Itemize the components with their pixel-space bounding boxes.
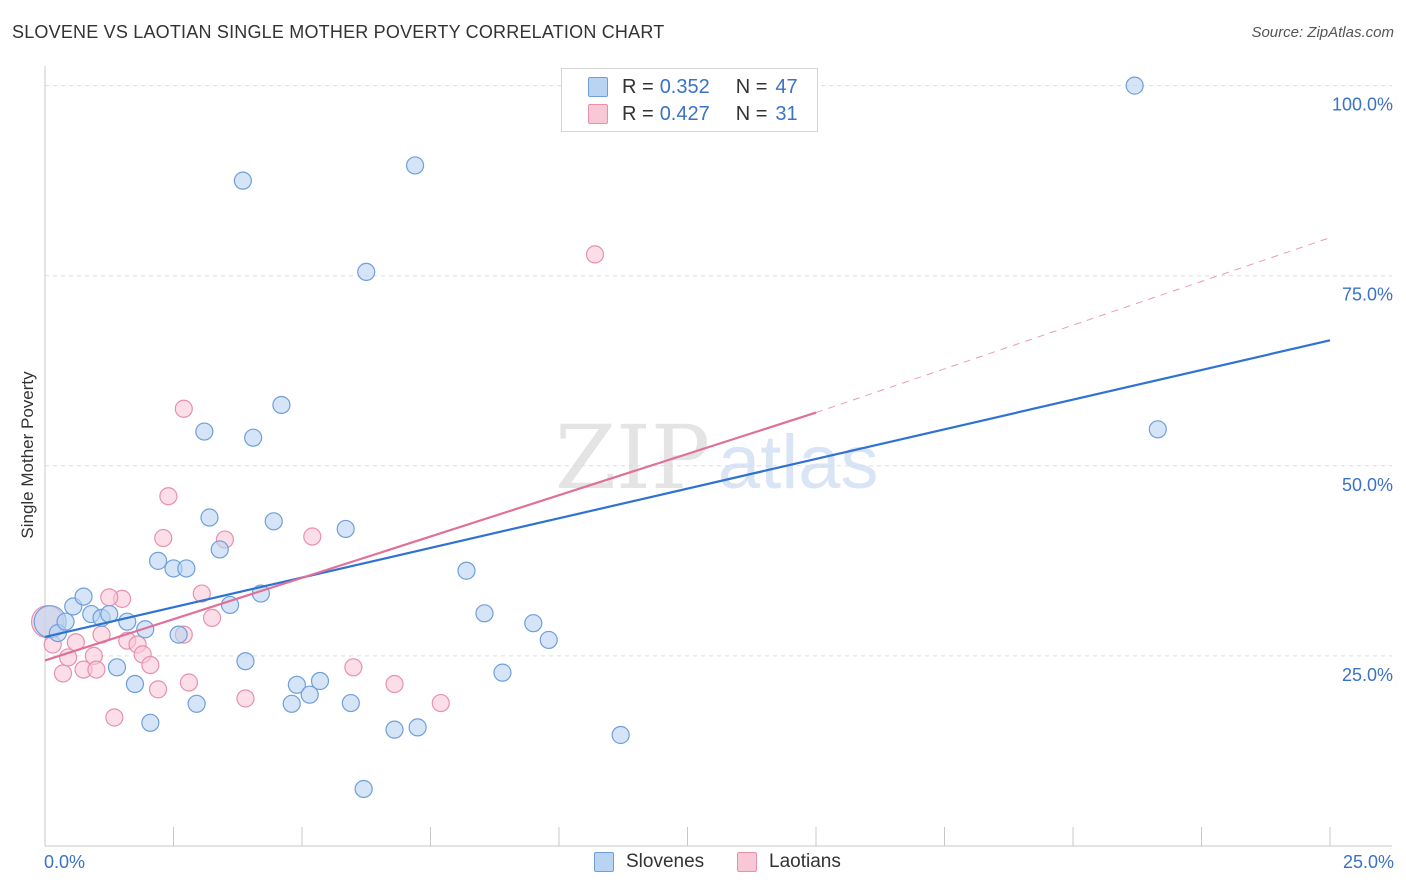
- laotians-legend-label: Laotians: [769, 851, 841, 872]
- laotians-legend-swatch: [737, 852, 757, 872]
- laotian-point: [154, 528, 173, 548]
- legend-item-slovenes: Slovenes: [594, 851, 704, 873]
- slovene-point: [310, 671, 330, 691]
- slovene-point: [141, 713, 160, 732]
- laotian-point: [585, 245, 605, 264]
- laotian-point: [87, 660, 106, 679]
- legend-item-laotians: Laotians: [737, 851, 841, 873]
- legend-row-laotians: R = 0.427 N = 31: [588, 102, 798, 126]
- slovene-point: [210, 540, 229, 559]
- legend-n-value: 31: [775, 102, 798, 125]
- laotians-swatch: [588, 104, 608, 124]
- legend-n-label: N =: [735, 102, 768, 125]
- slovene-point: [336, 519, 355, 539]
- y-axis-label: Single Mother Poverty: [18, 371, 37, 539]
- slovene-point: [195, 422, 214, 441]
- laotian-point: [236, 689, 255, 708]
- laotian-point: [202, 608, 222, 627]
- slovene-point: [264, 512, 283, 531]
- y-tick-label: 100.0%: [1332, 95, 1393, 115]
- slovene-point: [56, 612, 75, 631]
- slovenes-legend-label: Slovenes: [626, 851, 705, 872]
- y-tick-label: 75.0%: [1342, 285, 1393, 305]
- slovene-point: [74, 587, 93, 606]
- watermark-zip: ZIP: [555, 406, 710, 509]
- slovenes-legend-swatch: [594, 852, 614, 872]
- laotian-point: [174, 399, 193, 418]
- grid-lines: [45, 85, 1392, 657]
- laotian-point: [431, 693, 450, 713]
- x-tick-max: 25.0%: [1342, 852, 1394, 872]
- slovene-point: [611, 725, 630, 745]
- x-tick-min: 0.0%: [44, 852, 86, 872]
- laotian-point: [179, 673, 199, 692]
- slovene-point: [357, 262, 376, 282]
- legend-n-label: N =: [735, 75, 768, 98]
- slovene-point: [475, 604, 494, 623]
- laotians-points: [30, 245, 605, 727]
- laotian-point: [53, 664, 73, 683]
- legend-r-label: R =: [622, 102, 654, 125]
- slovene-point: [354, 779, 373, 799]
- slovenes-trend-line: [44, 339, 1331, 638]
- y-tick-labels: 25.0% 50.0% 75.0% 100.0%: [1332, 95, 1393, 685]
- y-tick-label: 50.0%: [1342, 475, 1393, 495]
- slovene-point: [282, 694, 301, 713]
- slovene-point: [107, 658, 127, 677]
- slovene-point: [200, 508, 219, 527]
- laotian-point: [344, 658, 363, 677]
- slovene-point: [1148, 420, 1167, 439]
- slovene-point: [341, 693, 360, 713]
- laotian-point: [192, 584, 211, 603]
- slovene-point: [187, 694, 206, 713]
- slovene-point: [457, 561, 476, 580]
- stats-legend: R = 0.352 N = 47 R = 0.427 N = 31: [561, 68, 818, 132]
- axes: [44, 66, 1392, 847]
- laotian-point: [148, 680, 168, 699]
- laotian-point: [105, 708, 124, 727]
- slovene-point: [1125, 76, 1144, 95]
- laotian-point: [100, 588, 119, 607]
- slovene-point: [177, 559, 196, 578]
- laotian-point: [159, 487, 178, 506]
- slovene-point: [169, 625, 188, 644]
- slovene-point: [233, 171, 252, 190]
- chart-title: SLOVENE VS LAOTIAN SINGLE MOTHER POVERTY…: [12, 22, 665, 42]
- slovene-point: [539, 630, 558, 650]
- source-label: Source: ZipAtlas.com: [1251, 24, 1394, 41]
- laotian-point: [303, 527, 322, 546]
- slovenes-swatch: [588, 77, 608, 97]
- y-tick-label: 25.0%: [1342, 665, 1393, 685]
- legend-r-value: 0.352: [659, 75, 710, 98]
- slovene-point: [493, 663, 512, 682]
- slovene-point: [244, 428, 263, 447]
- laotian-point: [385, 674, 404, 694]
- slovenes-points: [33, 76, 1167, 799]
- slovene-point: [408, 718, 427, 737]
- legend-n-value: 47: [775, 75, 798, 98]
- slovene-point: [125, 674, 145, 694]
- slovene-point: [272, 395, 291, 415]
- laotians-trend-line-extension: [815, 237, 1331, 414]
- trend-lines: [44, 237, 1331, 662]
- slovene-point: [148, 551, 168, 570]
- slovene-point: [405, 156, 425, 175]
- slovene-point: [385, 720, 404, 739]
- legend-r-value: 0.427: [659, 102, 710, 125]
- slovene-point: [524, 614, 543, 633]
- watermark: ZIP atlas: [555, 406, 879, 509]
- slovene-point: [236, 652, 255, 671]
- laotian-point: [141, 655, 160, 675]
- slovene-point: [287, 675, 306, 694]
- laotians-trend-line: [44, 411, 817, 662]
- legend-r-label: R =: [622, 75, 654, 98]
- slovene-point: [300, 685, 319, 704]
- legend-row-slovenes: R = 0.352 N = 47: [588, 75, 798, 99]
- laotian-point: [59, 648, 78, 667]
